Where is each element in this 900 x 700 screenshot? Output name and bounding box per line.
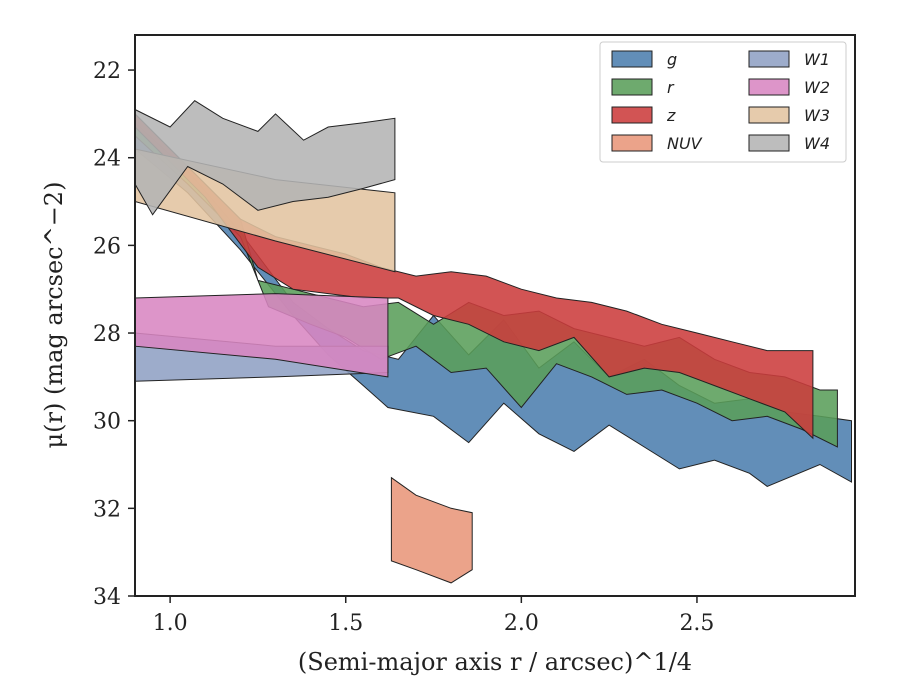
legend-label-g: g <box>667 50 677 69</box>
y-tick-label: 24 <box>93 147 121 172</box>
legend-swatch-w3 <box>748 106 790 124</box>
legend-swatch-z <box>611 106 653 124</box>
legend-label-w1: W1 <box>804 50 830 69</box>
legend-label-r: r <box>667 78 675 97</box>
y-tick-label: 32 <box>93 497 121 522</box>
x-ticks: 1.0 1.5 2.0 2.5 <box>153 596 714 636</box>
x-tick-label: 2.0 <box>504 611 539 636</box>
legend-swatch-nuv <box>611 134 653 152</box>
band-nuv <box>390 476 473 584</box>
y-axis-title: μ(r) (mag arcsec^−2) <box>40 182 68 449</box>
y-tick-label: 28 <box>93 322 121 347</box>
y-tick-label: 30 <box>93 410 121 435</box>
plot-frame <box>134 34 856 597</box>
legend-label-w3: W3 <box>804 106 830 125</box>
bands-layer <box>134 100 852 584</box>
x-tick-label: 1.5 <box>328 611 363 636</box>
legend-swatch-w4 <box>748 134 790 152</box>
legend-swatch-w2 <box>748 78 790 96</box>
legend-swatch-w1 <box>748 50 790 68</box>
y-tick-label: 22 <box>93 59 121 84</box>
band-w4 <box>134 100 396 216</box>
x-tick-label: 2.5 <box>679 611 714 636</box>
x-tick-label: 1.0 <box>153 611 188 636</box>
legend: grz NUV W1 W2 W3 W4 <box>599 41 847 163</box>
y-tick-label: 26 <box>93 234 121 259</box>
legend-swatch-r <box>611 78 653 96</box>
y-tick-label: 34 <box>93 585 121 610</box>
legend-frame <box>599 41 847 163</box>
legend-label-w4: W4 <box>804 134 830 153</box>
legend-label-z: z <box>666 106 676 125</box>
y-ticks: 22 24 26 28 30 32 34 <box>93 59 135 610</box>
x-axis-title: (Semi-major axis r / arcsec)^1/4 <box>298 648 692 676</box>
legend-label-w2: W2 <box>804 78 830 97</box>
legend-swatch-g <box>611 50 653 68</box>
legend-label-nuv: NUV <box>667 134 703 153</box>
